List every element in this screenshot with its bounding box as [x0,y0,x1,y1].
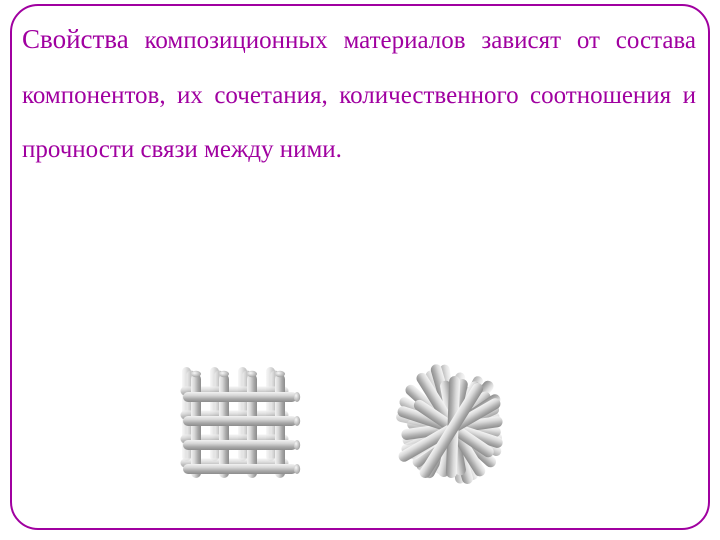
paragraph: Свойства композиционных материалов завис… [12,6,708,178]
figure-row [12,346,708,504]
paragraph-first-word: Свойства [22,24,129,54]
ordered-lattice-figure [177,346,325,498]
content-card: Свойства композиционных материалов завис… [10,4,710,530]
random-lattice-figure [363,346,543,504]
